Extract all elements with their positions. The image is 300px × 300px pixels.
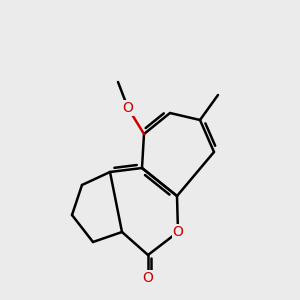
Text: O: O bbox=[172, 225, 183, 239]
Text: O: O bbox=[142, 271, 153, 285]
Text: O: O bbox=[123, 101, 134, 115]
